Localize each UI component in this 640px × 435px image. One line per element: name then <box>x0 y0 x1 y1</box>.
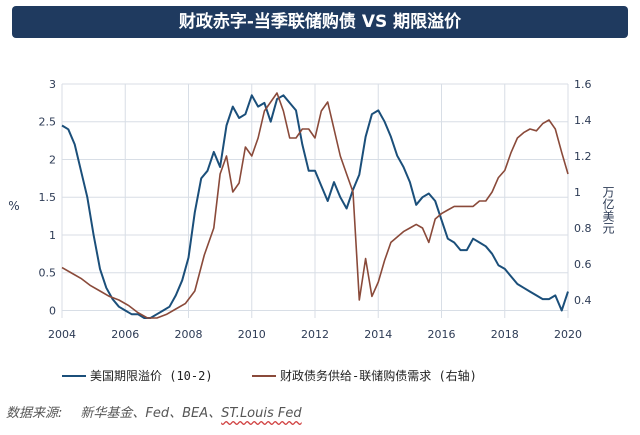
source-link-text: ST.Louis Fed <box>221 406 302 421</box>
x-tick-label: 2014 <box>364 328 392 341</box>
series-lines <box>61 92 569 319</box>
legend-label-deficit: 财政债务供给-联储购债需求 (右轴) <box>280 368 477 383</box>
y-left-tick-label: 2 <box>49 153 56 166</box>
x-tick-label: 2010 <box>238 328 266 341</box>
source-note: 数据来源: 新华基金、Fed、BEA、ST.Louis Fed <box>6 402 302 421</box>
y-left-tick-label: 0 <box>49 304 56 317</box>
y-right-tick-label: 0.4 <box>574 294 592 307</box>
x-tick-label: 2012 <box>301 328 329 341</box>
axes: 0 0.5 1 1.5 2 2.5 3 0.4 0.6 0.8 1 1.2 1.4 1.6 2004 2006… <box>39 78 592 341</box>
y-left-tick-label: 1.5 <box>39 191 57 204</box>
x-tick-label: 2004 <box>48 328 76 341</box>
y-left-tick-label: 1 <box>49 229 56 242</box>
source-text: 新华基金、Fed、BEA、 <box>80 406 222 421</box>
y-right-tick-label: 1.4 <box>574 114 592 127</box>
chart-title: 财政赤字-当季联储购债 VS 期限溢价 <box>178 12 462 32</box>
y-left-tick-label: 0.5 <box>39 267 57 280</box>
x-tick-label: 2008 <box>175 328 203 341</box>
y-right-tick-label: 1 <box>574 186 581 199</box>
x-tick-label: 2020 <box>554 328 582 341</box>
grid-lines <box>61 83 569 318</box>
legend: 美国期限溢价 (10-2) 财政债务供给-联储购债需求 (右轴) <box>62 368 477 383</box>
y-left-tick-label: 3 <box>49 78 56 91</box>
source-label: 数据来源: <box>6 406 63 421</box>
x-tick-label: 2006 <box>111 328 139 341</box>
legend-label-term-premium: 美国期限溢价 (10-2) <box>90 369 213 383</box>
x-tick-label: 2018 <box>491 328 519 341</box>
series-line-deficit <box>61 92 569 319</box>
y-right-tick-label: 1.2 <box>574 150 592 163</box>
y-right-tick-label: 0.6 <box>574 258 592 271</box>
y-axis-left-label: % <box>8 199 19 213</box>
x-tick-label: 2016 <box>428 328 456 341</box>
chart-title-banner: 财政赤字-当季联储购债 VS 期限溢价 <box>12 6 628 38</box>
y-axis-right-label: 万亿美元 <box>601 186 615 235</box>
y-right-tick-label: 0.8 <box>574 222 592 235</box>
y-right-tick-label: 1.6 <box>574 78 592 91</box>
y-left-tick-label: 2.5 <box>39 116 57 129</box>
